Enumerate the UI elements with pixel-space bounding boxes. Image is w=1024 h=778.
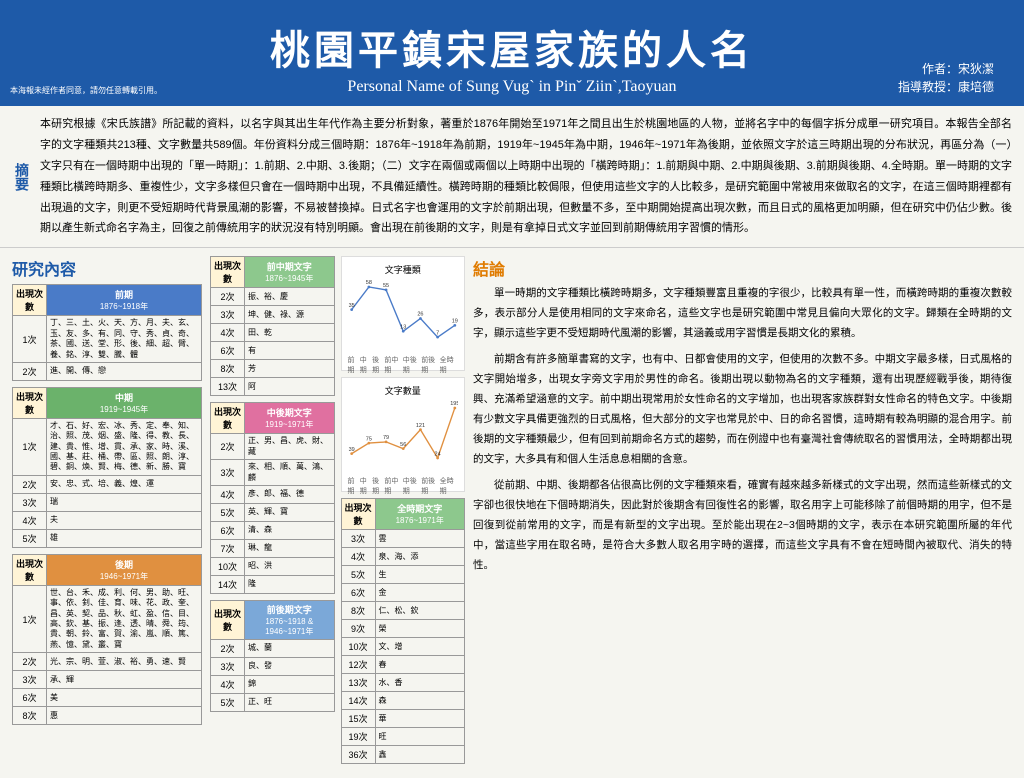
table-t7: 出現次數全時期文字1876~1971年3次雲4次泉、海、添5次生6次金8次仁、松… — [341, 498, 466, 764]
header: 桃園平鎮宋屋家族的人名 Personal Name of Sung Vugˋ i… — [0, 0, 1024, 106]
table-t3: 出現次數後期1946~1971年1次世、台、禾、成、利、何、男、助、旺、事、依、… — [12, 554, 202, 725]
chart-types: 文字種類3558551326719前期中期後期前中期中後期前後期全時期 — [341, 256, 466, 371]
mid-column: 出現次數前中期文字1876~1945年2次振、裕、慶3次坤、健、祿、源4次田、乾… — [210, 256, 465, 770]
svg-text:58: 58 — [365, 281, 371, 287]
copyright-note: 本海報未經作者同意，請勿任意轉載引用。 — [10, 85, 162, 96]
svg-text:19: 19 — [451, 319, 457, 325]
table-t2: 出現次數中期1919~1945年1次才、石、好、宏、冰、秀、定、奉、知、治、照、… — [12, 387, 202, 548]
subtitle: Personal Name of Sung Vugˋ in Pinˇ Ziinˋ… — [30, 78, 994, 96]
conclusion-p3: 從前期、中期、後期都各佔很高比例的文字種類來看，確實有越來越多新樣式的文字出現，… — [473, 476, 1012, 576]
svg-text:13: 13 — [400, 325, 406, 331]
svg-text:39: 39 — [348, 447, 354, 453]
credits: 作者：宋狄潔 指導教授：康培德 — [898, 60, 994, 96]
svg-text:55: 55 — [382, 283, 388, 289]
table-t4: 出現次數前中期文字1876~1945年2次振、裕、慶3次坤、健、祿、源4次田、乾… — [210, 256, 335, 396]
page-title: 桃園平鎮宋屋家族的人名 — [30, 18, 994, 76]
conclusion-title: 結論 — [473, 256, 1012, 280]
svg-text:121: 121 — [415, 423, 424, 429]
abstract-label: 摘要 — [12, 114, 32, 239]
conclusion-p1: 單一時期的文字種類比橫跨時期多，文字種類豐富且重複的字很少，比較具有單一性，而橫… — [473, 284, 1012, 344]
conclusion-p2: 前期含有許多簡單書寫的文字，也有中、日都會使用的文字，但使用的次數不多。中期文字… — [473, 350, 1012, 470]
svg-text:35: 35 — [348, 303, 354, 309]
svg-text:195: 195 — [450, 402, 458, 408]
left-column: 研究內容 出現次數前期1876~1918年1次丁、三、土、火、天、方、月、夫、玄… — [12, 256, 202, 770]
svg-text:56: 56 — [400, 442, 406, 448]
svg-text:79: 79 — [382, 435, 388, 441]
research-title: 研究內容 — [12, 256, 202, 280]
chart-counts: 文字數量3975795612124195前期中期後期前中期中後期前後期全時期 — [341, 377, 466, 492]
svg-text:26: 26 — [417, 312, 423, 318]
right-column: 結論 單一時期的文字種類比橫跨時期多，文字種類豐富且重複的字很少，比較具有單一性… — [473, 256, 1012, 770]
table-t1: 出現次數前期1876~1918年1次丁、三、土、火、天、方、月、夫、玄、玉、友、… — [12, 284, 202, 381]
abstract-text: 本研究根據《宋氏族譜》所記載的資料，以名字與其出生年代作為主要分析對象，著重於1… — [32, 114, 1012, 239]
main-content: 研究內容 出現次數前期1876~1918年1次丁、三、土、火、天、方、月、夫、玄… — [0, 248, 1024, 778]
svg-text:7: 7 — [436, 331, 439, 337]
svg-text:75: 75 — [365, 437, 371, 443]
abstract: 摘要 本研究根據《宋氏族譜》所記載的資料，以名字與其出生年代作為主要分析對象，著… — [0, 106, 1024, 248]
svg-text:24: 24 — [434, 452, 440, 458]
table-t6: 出現次數前後期文字1876~1918 & 1946~1971年2次城、蘭3次良、… — [210, 600, 335, 712]
table-t5: 出現次數中後期文字1919~1971年2次正、男、昌、虎、財、藏3次來、相、順、… — [210, 402, 335, 594]
